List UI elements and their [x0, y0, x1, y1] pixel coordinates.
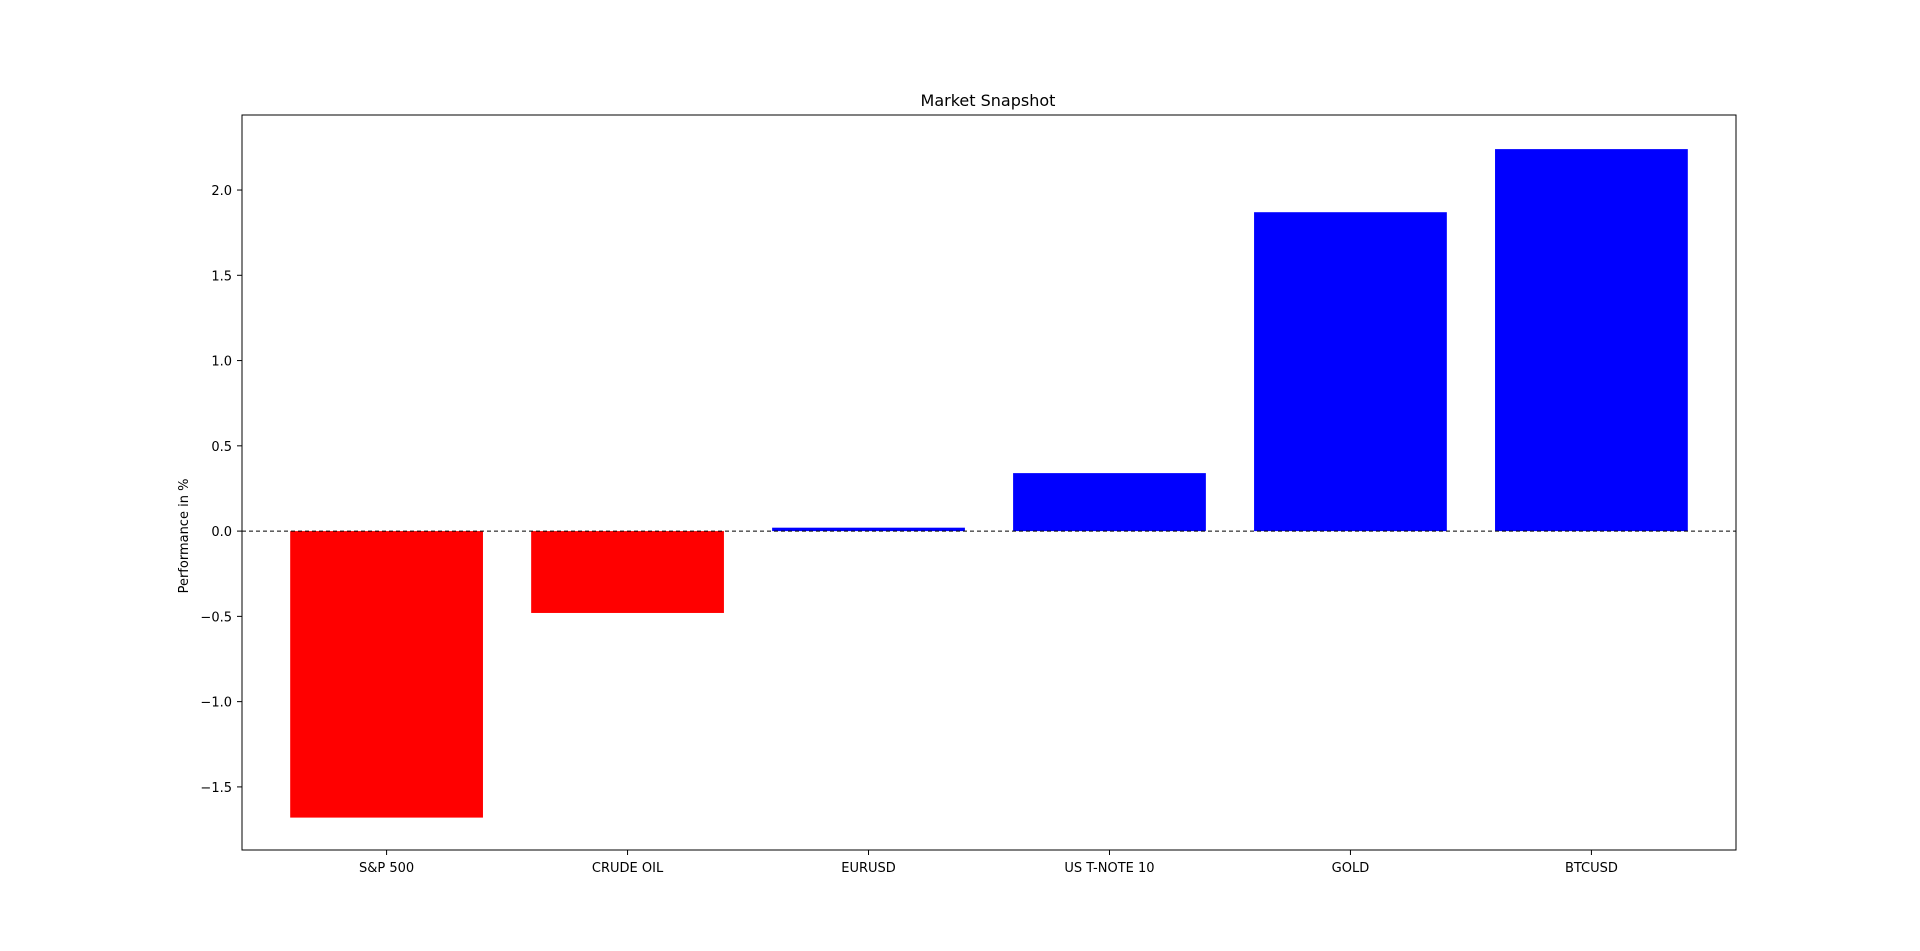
- y-tick-label: 0.0: [211, 525, 232, 540]
- bar-btcusd: [1495, 149, 1688, 532]
- y-tick-label: −1.0: [200, 696, 232, 711]
- bar-s-p-500: [290, 531, 483, 818]
- x-tick-label: CRUDE OIL: [592, 861, 664, 876]
- bar-gold: [1254, 212, 1447, 532]
- y-tick-label: 2.0: [211, 184, 232, 199]
- chart-title: Market Snapshot: [921, 91, 1056, 110]
- bar-us-t-note-10: [1013, 473, 1206, 532]
- y-tick-label: 1.0: [211, 355, 232, 370]
- x-tick-label: BTCUSD: [1565, 861, 1618, 876]
- x-tick-label: EURUSD: [841, 861, 896, 876]
- x-tick-label: S&P 500: [359, 861, 414, 876]
- x-axis-ticks: S&P 500 CRUDE OIL EURUSD US T-NOTE 10 GOLD BT…: [359, 850, 1618, 876]
- x-tick-label: US T-NOTE 10: [1064, 861, 1154, 876]
- bar-crude-oil: [531, 531, 724, 613]
- y-tick-label: −1.5: [200, 781, 232, 796]
- y-tick-label: 1.5: [211, 269, 232, 284]
- y-tick-label: −0.5: [200, 610, 232, 625]
- bars-layer: [290, 149, 1688, 818]
- plot-area-frame: [241, 114, 1737, 851]
- y-axis-label: Performance in %: [177, 479, 192, 594]
- bar-eurusd: [772, 527, 965, 532]
- x-tick-label: GOLD: [1332, 861, 1370, 876]
- y-axis-ticks: −1.5 −1.0 −0.5 0.0 0.5 1.0 1.5 2.0: [200, 184, 242, 796]
- y-tick-label: 0.5: [211, 440, 232, 455]
